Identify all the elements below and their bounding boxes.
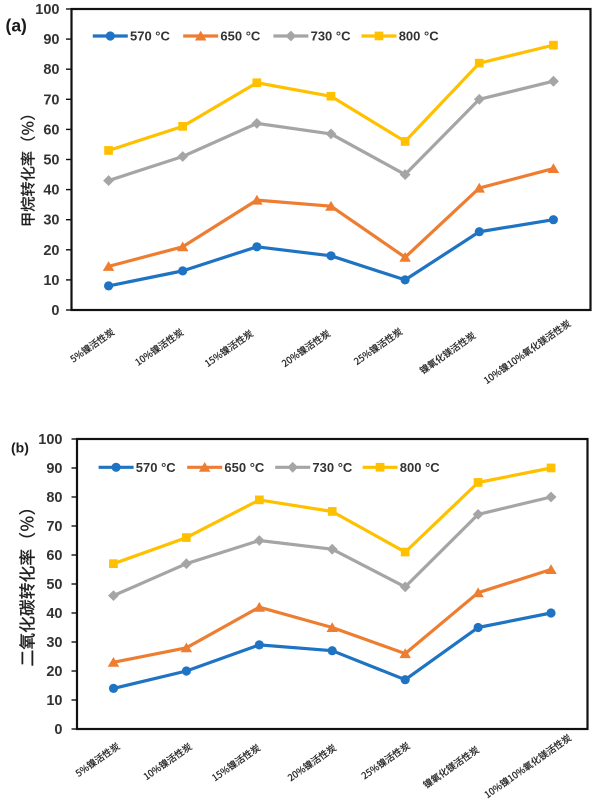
svg-text:0: 0: [54, 722, 62, 738]
svg-text:70: 70: [43, 92, 59, 108]
svg-text:730 °C: 730 °C: [311, 29, 352, 44]
svg-text:90: 90: [46, 461, 62, 477]
svg-text:60: 60: [46, 548, 62, 564]
svg-text:730 °C: 730 °C: [312, 460, 353, 475]
svg-text:0: 0: [51, 303, 59, 319]
svg-text:30: 30: [46, 635, 62, 651]
svg-text:10: 10: [43, 273, 59, 289]
svg-text:570 °C: 570 °C: [136, 460, 177, 475]
svg-text:800 °C: 800 °C: [399, 29, 440, 44]
svg-text:10: 10: [46, 693, 62, 709]
svg-text:40: 40: [46, 606, 62, 622]
svg-text:570 °C: 570 °C: [130, 29, 171, 44]
svg-text:(a): (a): [6, 16, 27, 36]
svg-text:800 °C: 800 °C: [400, 460, 441, 475]
svg-text:50: 50: [46, 577, 62, 593]
svg-text:(b): (b): [11, 440, 29, 456]
svg-text:650 °C: 650 °C: [220, 29, 261, 44]
svg-text:20: 20: [43, 243, 59, 259]
svg-text:100: 100: [38, 432, 62, 448]
svg-text:20: 20: [46, 664, 62, 680]
svg-text:70: 70: [46, 519, 62, 535]
svg-text:80: 80: [46, 490, 62, 506]
svg-text:90: 90: [43, 32, 59, 48]
svg-text:40: 40: [43, 183, 59, 199]
svg-text:50: 50: [43, 153, 59, 169]
svg-text:650 °C: 650 °C: [224, 460, 265, 475]
svg-text:30: 30: [43, 213, 59, 229]
svg-text:80: 80: [43, 62, 59, 78]
svg-text:100: 100: [35, 2, 59, 18]
svg-text:60: 60: [43, 122, 59, 138]
